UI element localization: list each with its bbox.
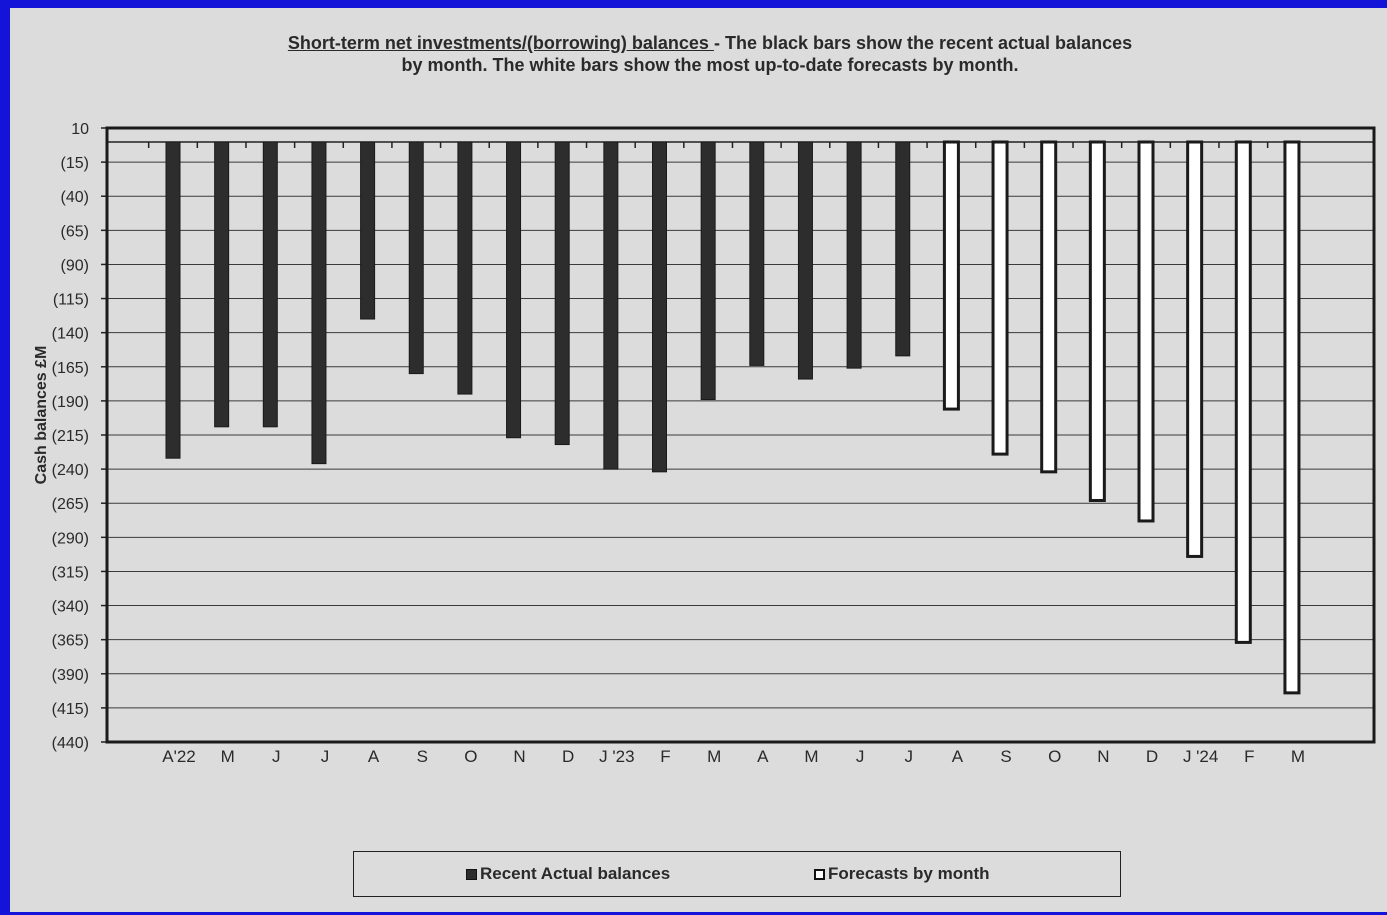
x-tick-label: O [1048,747,1061,766]
x-tick-label: F [1244,747,1254,766]
actual-bar [311,141,327,465]
forecast-bar [942,140,960,411]
y-tick-label: (290) [52,530,89,547]
actual-bar [749,141,765,366]
forecast-bar [1186,140,1204,558]
legend-item-actual: Recent Actual balances [466,864,670,884]
actual-bar [457,141,473,395]
y-tick-label: (115) [53,292,89,309]
actual-bar [846,141,862,369]
actual-bar [603,141,619,470]
x-tick-label: M [1291,747,1305,766]
actual-bar [652,141,667,473]
gridlines [107,127,1374,743]
forecast-bar [1283,140,1301,695]
y-tick-label: (265) [52,496,89,513]
x-tick-label: J [856,747,865,766]
y-tick-label: (65) [61,223,89,240]
x-tick-label: A'22 [162,747,196,766]
title-line2: by month. The white bars show the most u… [401,55,1019,75]
x-tick-label: A [757,747,769,766]
y-tick-label: (15) [61,155,89,172]
axes [101,126,1376,744]
y-tick-label: (90) [61,257,89,274]
forecast-bar [1040,140,1058,474]
y-axis-label: Cash balances £M [33,346,50,485]
actual-bar [165,141,181,459]
plot-area-border [105,126,1376,744]
x-tick-label: N [1097,747,1109,766]
y-tick-label: (40) [61,189,89,206]
y-tick-label: (340) [52,599,89,616]
y-tick-label: (215) [52,428,89,445]
actual-bar [214,141,230,428]
actual-bar [797,141,813,380]
actual-bar [262,141,278,428]
title-rest: - The black bars show the recent actual … [713,33,1133,53]
x-tick-label: M [221,747,235,766]
x-tick-labels: A'22 M J J A S O N D J '23 F M A M J J A S O N D J '24 F M [162,747,1305,766]
chart-title: Short-term net investments/(borrowing) b… [100,32,1320,76]
legend-swatch-actual [466,868,477,880]
forecast-bar [1234,140,1252,644]
forecast-bar [1088,140,1106,502]
forecast-bar [991,140,1009,456]
y-tick-label: (390) [52,667,89,684]
x-tick-label: F [660,747,670,766]
x-tick-label: J [321,747,330,766]
legend-item-forecast: Forecasts by month [814,864,990,884]
legend-swatch-forecast [814,868,825,880]
x-tick-label: J '23 [599,747,634,766]
actual-bar [554,141,570,446]
legend-label-actual: Recent Actual balances [480,864,671,883]
actual-bar [700,141,716,401]
y-tick-label: (140) [52,326,89,343]
x-tick-label: J [905,747,914,766]
x-tick-label: S [1000,747,1011,766]
title-underlined: Short-term net investments/(borrowing) b… [287,33,714,53]
x-tick-label: A [952,747,964,766]
legend: Recent Actual balances Forecasts by mont… [353,851,1121,897]
y-tick-label: (315) [52,564,89,581]
y-tick-labels: 10 (15) (40) (65) (90) (115) (140) (165) (190) (2… [52,121,89,752]
x-tick-label: J [272,747,281,766]
legend-label-forecast: Forecasts by month [828,864,990,883]
actual-bar [506,141,522,439]
y-tick-label: (365) [52,633,89,650]
y-tick-label: (190) [52,394,89,411]
x-tick-label: M [804,747,818,766]
bars [165,140,1301,695]
x-tick-label: J '24 [1183,747,1218,766]
forecast-bar [1137,140,1155,523]
y-tick-label: (415) [52,701,89,718]
y-tick-label: (240) [52,462,89,479]
actual-bar [408,141,424,375]
x-tick-label: D [562,747,574,766]
y-tick-label: (165) [52,360,89,377]
x-tick-label: S [417,747,428,766]
y-tick-label: 10 [71,121,89,138]
actual-bar [895,141,911,357]
x-tick-label: D [1146,747,1158,766]
x-tick-label: O [464,747,477,766]
y-tick-label: (440) [52,735,89,752]
x-tick-label: A [368,747,380,766]
x-tick-label: M [707,747,721,766]
x-tick-label: N [513,747,525,766]
actual-bar [360,141,376,320]
